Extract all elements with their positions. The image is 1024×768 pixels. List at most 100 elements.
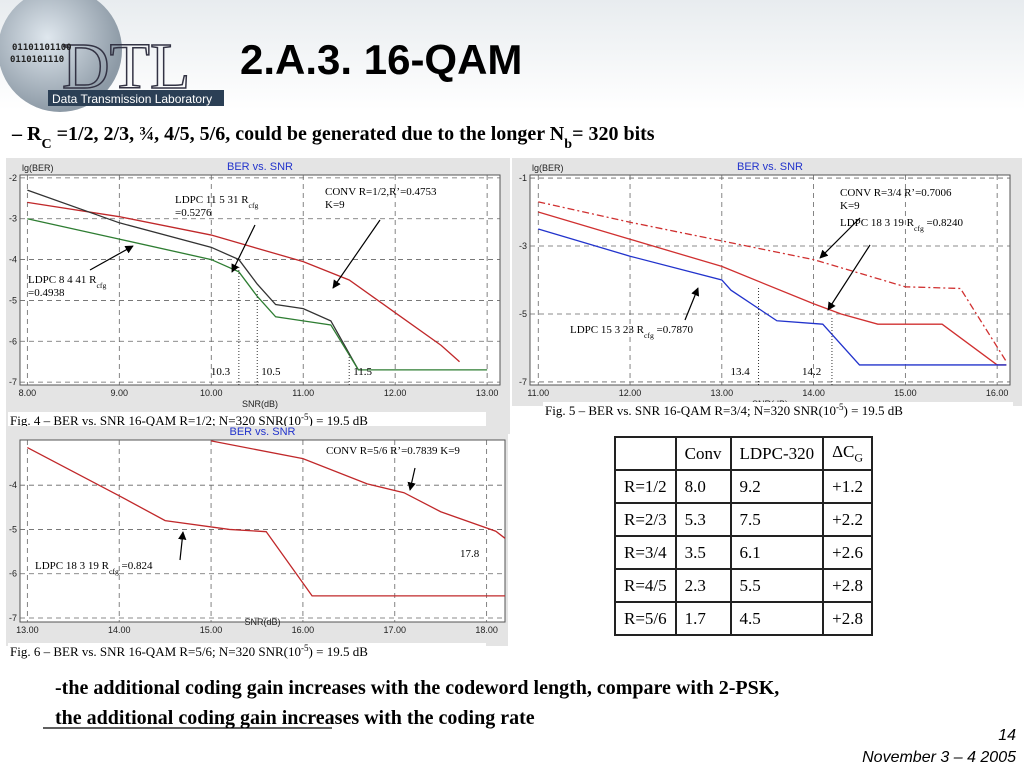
annotation: K=9 bbox=[840, 200, 860, 212]
table-cell: R=1/2 bbox=[614, 469, 677, 504]
y-tick-label: -4 bbox=[9, 255, 17, 265]
x-axis-label: SNR(dB) bbox=[242, 399, 278, 409]
text-part: ) = 19.5 dB bbox=[309, 644, 369, 659]
annotation-arrow bbox=[684, 287, 700, 321]
text-part: Fig. 6 – BER vs. SNR 16-QAM R=5/6; N=320… bbox=[10, 644, 301, 659]
annotation: LDPC 11 5 31 Rcfg bbox=[175, 194, 259, 210]
x-tick-label: 10.00 bbox=[200, 388, 223, 398]
caption: Fig. 5 – BER vs. SNR 16-QAM R=3/4; N=320… bbox=[545, 402, 903, 418]
table-cell: 4.5 bbox=[729, 601, 825, 636]
corner-cell bbox=[614, 436, 677, 471]
text-part: K=9 bbox=[840, 200, 860, 212]
script-text: cfg bbox=[96, 281, 106, 290]
x-tick-label: 12.00 bbox=[384, 388, 407, 398]
script-text: cfg bbox=[644, 331, 654, 340]
annotation-arrow bbox=[819, 217, 861, 259]
series-line bbox=[538, 211, 1007, 366]
annotation: K=9 bbox=[325, 199, 345, 211]
annotation-arrow bbox=[827, 244, 871, 311]
annotation-arrow bbox=[231, 224, 256, 273]
header-cell: Conv bbox=[674, 436, 732, 471]
text-part: =0.5276 bbox=[175, 207, 212, 219]
y-tick-label: -5 bbox=[9, 295, 17, 305]
annotation-arrow bbox=[89, 245, 134, 271]
x-tick-label: 15.00 bbox=[200, 625, 223, 635]
text-part: LDPC 11 5 31 R bbox=[175, 194, 249, 206]
y-tick-label: -4 bbox=[9, 480, 17, 490]
table-cell: R=4/5 bbox=[614, 568, 677, 603]
logo-bar bbox=[48, 90, 224, 106]
x-tick-label: 13.00 bbox=[476, 388, 499, 398]
x-tick-label: 17.00 bbox=[384, 625, 407, 635]
note: the additional coding gain increases wit… bbox=[55, 707, 535, 729]
annotation: LDPC 18 3 19 Rcfg =0.8240 bbox=[840, 217, 964, 233]
y-tick-label: -7 bbox=[9, 613, 17, 623]
text-part: LDPC 15 3 23 R bbox=[570, 324, 645, 336]
text-part: ) = 19.5 dB bbox=[309, 413, 369, 428]
logo-bits: 01101101100 bbox=[12, 43, 72, 53]
table-cell: 5.5 bbox=[729, 568, 825, 603]
annotation: CONV R=5/6 R’=0.7839 K=9 bbox=[326, 445, 460, 457]
text-part: ) = 19.5 dB bbox=[844, 403, 904, 418]
x-axis-label: SNR(dB) bbox=[244, 617, 280, 627]
table-cell: +2.8 bbox=[822, 601, 874, 636]
series-line bbox=[27, 189, 359, 371]
table-cell: 9.2 bbox=[729, 469, 825, 504]
caption: Fig. 6 – BER vs. SNR 16-QAM R=5/6; N=320… bbox=[10, 643, 368, 659]
text-part: Fig. 5 – BER vs. SNR 16-QAM R=3/4; N=320… bbox=[545, 403, 836, 418]
subtitle: – RC =1/2, 2/3, ¾, 4/5, 5/6, could be ge… bbox=[11, 123, 655, 152]
y-tick-label: -6 bbox=[9, 336, 17, 346]
marker-label: 11.5 bbox=[353, 366, 372, 378]
header-cell: ΔCG bbox=[822, 436, 874, 471]
logo-lab: Data Transmission Laboratory bbox=[52, 92, 212, 106]
table-cell: 8.0 bbox=[674, 469, 732, 504]
text-part: =0.824 bbox=[119, 560, 153, 572]
series-line bbox=[538, 228, 1007, 366]
text-part: – R bbox=[11, 123, 42, 145]
text-part: LDPC 18 3 19 R bbox=[35, 560, 110, 572]
annotation-arrow bbox=[178, 531, 187, 561]
text-part: CONV R=5/6 R’=0.7839 K=9 bbox=[326, 445, 460, 457]
chart-title: BER vs. SNR bbox=[737, 161, 803, 173]
table-row: R=2/3 5.3 7.5 +2.2 bbox=[614, 502, 874, 537]
table-cell: +2.6 bbox=[822, 535, 874, 570]
annotation: LDPC 8 4 41 Rcfg bbox=[28, 274, 106, 290]
marker-label: 10.5 bbox=[261, 366, 281, 378]
slide-title: 2.A.3. 16-QAM bbox=[240, 36, 522, 83]
table-row: R=1/2 8.0 9.2 +1.2 bbox=[614, 469, 874, 504]
table-row: Conv LDPC-320 ΔCG bbox=[614, 436, 874, 471]
marker-label: 10.3 bbox=[211, 366, 231, 378]
table-cell: R=5/6 bbox=[614, 601, 677, 636]
note: -the additional coding gain increases wi… bbox=[55, 677, 779, 699]
y-tick-label: -1 bbox=[519, 173, 527, 183]
text-part: CONV R=1/2,R’=0.4753 bbox=[325, 186, 437, 198]
text-part: =0.8240 bbox=[924, 217, 964, 229]
x-tick-label: 9.00 bbox=[111, 388, 129, 398]
script-text: C bbox=[41, 137, 51, 152]
plot-area bbox=[529, 174, 1011, 386]
y-tick-label: -7 bbox=[519, 377, 527, 387]
table-cell: 2.3 bbox=[674, 568, 732, 603]
y-tick-label: -2 bbox=[9, 173, 17, 183]
caption-bg bbox=[8, 643, 486, 661]
annotation: =0.4938 bbox=[28, 287, 65, 299]
series-line bbox=[27, 218, 488, 371]
x-tick-label: 14.00 bbox=[802, 388, 825, 398]
table-cell: R=3/4 bbox=[614, 535, 677, 570]
annotation: CONV R=1/2,R’=0.4753 bbox=[325, 186, 437, 198]
script-text: b bbox=[564, 137, 572, 152]
caption-bg bbox=[8, 412, 486, 430]
y-tick-label: -6 bbox=[9, 569, 17, 579]
table-cell: 6.1 bbox=[729, 535, 825, 570]
marker-label: 14.2 bbox=[802, 366, 821, 378]
x-tick-label: 14.00 bbox=[108, 625, 131, 635]
annotation: LDPC 18 3 19 Rcfg =0.824 bbox=[35, 560, 153, 576]
text-part: LDPC 8 4 41 R bbox=[28, 274, 97, 286]
x-tick-label: 16.00 bbox=[292, 625, 315, 635]
x-tick-label: 12.00 bbox=[619, 388, 642, 398]
annotation: 17.8 bbox=[460, 548, 480, 560]
logo-bits: 0110101110 bbox=[10, 55, 64, 65]
text-part: CONV R=3/4 R’=0.7006 bbox=[840, 187, 952, 199]
